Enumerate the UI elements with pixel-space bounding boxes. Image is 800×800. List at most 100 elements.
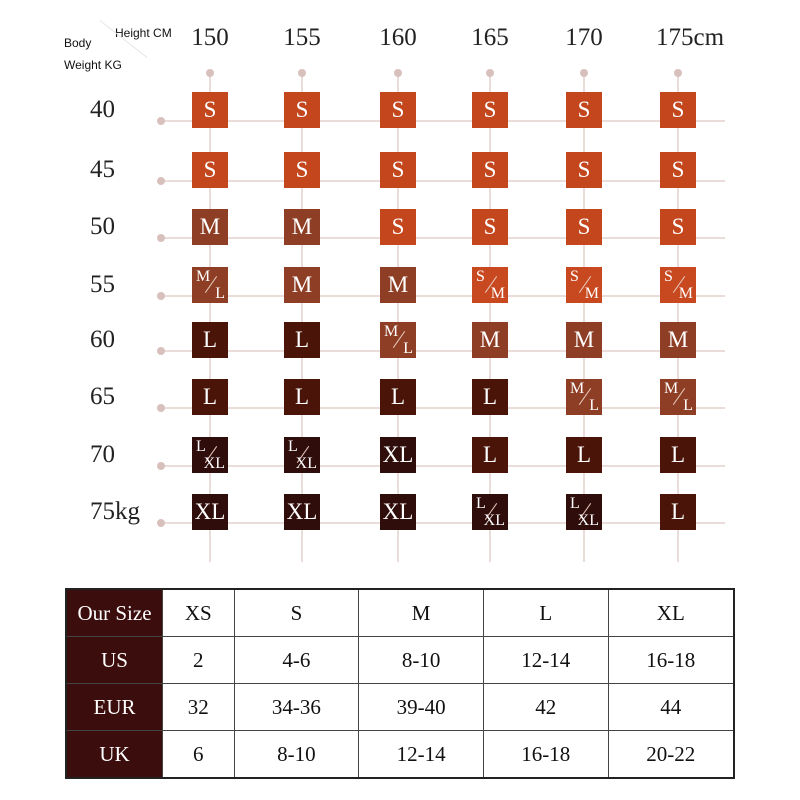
grid-column-line [583,72,585,562]
size-conversion-table: Our Size XS S M L XL US 2 4-6 8-10 12-14 16-18 EUR 32… [65,588,735,779]
table-cell: M [358,588,484,637]
size-cell: M [660,322,696,358]
weight-label: 60 [90,326,115,353]
size-cell: M [192,209,228,245]
height-label: 165 [471,24,509,51]
size-cell: S [380,92,416,128]
column-dot [206,69,214,77]
row-dot [157,177,165,185]
grid-row-line [160,180,725,182]
size-cell: L XL [566,494,602,530]
table-cell: XL [607,588,735,637]
grid-column-line [677,72,679,562]
size-cell: L XL [192,437,228,473]
row-dot [157,404,165,412]
size-part: M [570,380,585,397]
table-row: Our Size XS S M L XL [65,588,735,637]
size-part: L [570,495,580,512]
height-label: 175cm [655,24,725,51]
size-cell: S [660,209,696,245]
row-header: UK [65,730,163,779]
weight-label: 65 [90,383,115,410]
table-cell: 8-10 [233,730,360,779]
size-cell: XL [284,494,320,530]
size-cell: S [566,152,602,188]
grid-row-line [160,407,725,409]
table-cell: 12-14 [358,730,484,779]
column-dot [298,69,306,77]
table-cell: 20-22 [607,730,735,779]
grid-column-line [301,72,303,562]
row-header: Our Size [65,588,163,637]
row-dot [157,234,165,242]
size-cell: S [380,152,416,188]
row-header: US [65,636,163,684]
table-cell: 6 [162,730,235,779]
row-dot [157,292,165,300]
height-label: 170 [565,24,603,51]
size-cell: M [284,267,320,303]
size-part: L [196,438,206,455]
grid-row-line [160,350,725,352]
table-row: EUR 32 34-36 39-40 42 44 [65,683,735,731]
size-cell: M [566,322,602,358]
grid-column-line [209,72,211,562]
size-part: M [664,380,679,397]
size-part: S [570,268,579,285]
table-cell: 4-6 [233,636,360,684]
size-cell: S [660,92,696,128]
table-cell: 12-14 [482,636,609,684]
size-cell: L XL [284,437,320,473]
column-dot [580,69,588,77]
column-dot [394,69,402,77]
corner-weight-label: Weight KG [64,58,122,72]
size-cell: L [284,322,320,358]
weight-label: 50 [90,213,115,240]
size-cell: XL [380,437,416,473]
size-cell: XL [380,494,416,530]
height-label: 150 [191,24,229,51]
size-cell: L [192,322,228,358]
table-cell: 16-18 [607,636,735,684]
grid-row-line [160,120,725,122]
height-label: 155 [283,24,321,51]
size-cell: S [566,92,602,128]
weight-label: 75kg [90,498,140,525]
table-cell: S [233,588,360,637]
corner-height-label: Height CM [115,26,172,40]
table-cell: XS [162,588,235,637]
size-cell: L [566,437,602,473]
row-dot [157,347,165,355]
size-cell: S [566,209,602,245]
row-dot [157,462,165,470]
size-part: S [664,268,673,285]
table-cell: 44 [607,683,735,731]
size-part: L [288,438,298,455]
corner-body-label: Body [64,36,92,50]
table-cell: 39-40 [358,683,484,731]
size-cell: S [380,209,416,245]
table-cell: 34-36 [233,683,360,731]
table-cell: 16-18 [482,730,609,779]
weight-label: 40 [90,96,115,123]
size-cell: M [472,322,508,358]
size-cell: S [284,152,320,188]
size-part: M [196,268,211,285]
size-cell: S [192,152,228,188]
table-cell: L [482,588,609,637]
weight-label: 55 [90,271,115,298]
table-cell: 42 [482,683,609,731]
grid-column-line [397,72,399,562]
height-label: 160 [379,24,417,51]
size-cell: S [472,152,508,188]
grid-row-line [160,465,725,467]
size-cell: S [192,92,228,128]
column-dot [674,69,682,77]
size-part: L [476,495,486,512]
size-part: M [384,323,399,340]
